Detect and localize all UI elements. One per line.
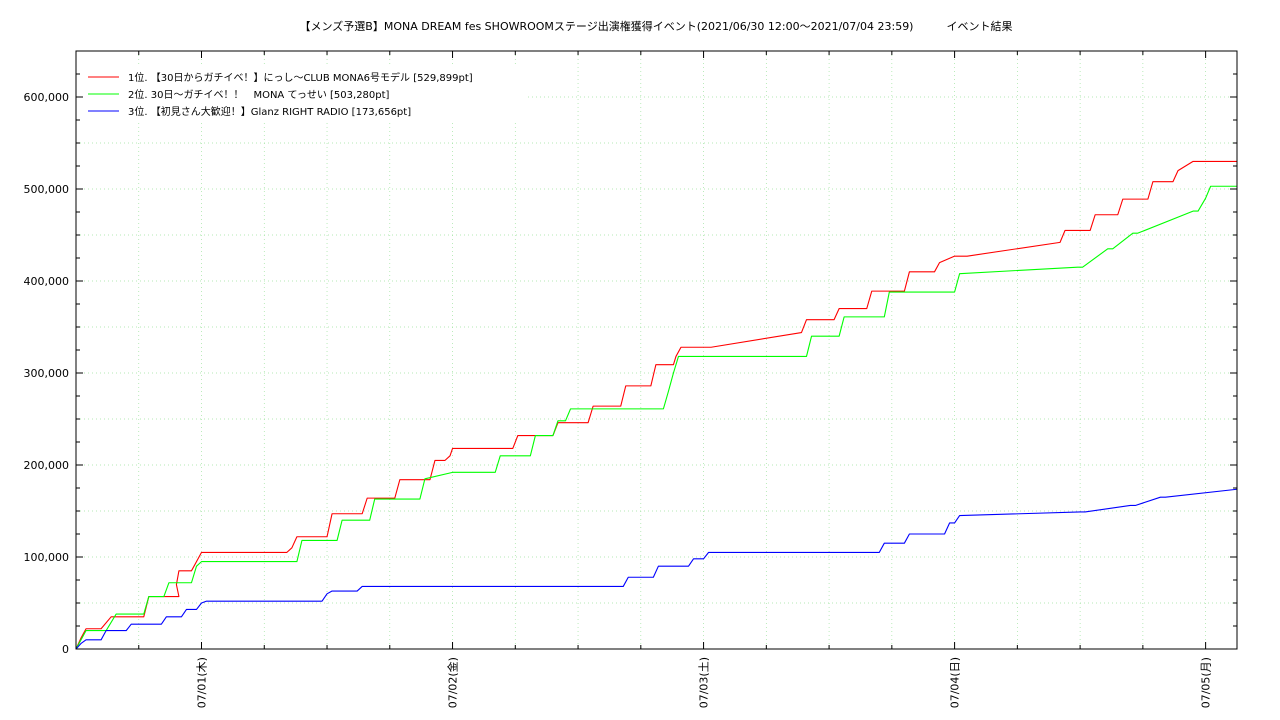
legend-entry-2: 2位. 30日〜ガチイベ！！ MONA てっせい [503,280pt] [128, 88, 390, 101]
series-line-1 [75, 160, 1237, 650]
legend: 1位. 【30日からガチイベ！】にっし〜CLUB MONA6号モデル [529,… [80, 65, 526, 123]
x-tick-label: 07/05(月) [1200, 657, 1213, 708]
y-tick-label: 400,000 [24, 275, 70, 288]
y-tick-label: 100,000 [24, 551, 70, 564]
grid [76, 51, 1237, 649]
legend-entry-1: 1位. 【30日からガチイベ！】にっし〜CLUB MONA6号モデル [529,… [128, 71, 473, 84]
y-tick-label: 0 [62, 643, 69, 656]
x-tick-label: 07/02(金) [446, 657, 460, 708]
chart-title: 【メンズ予選B】MONA DREAM fes SHOWROOMステージ出演権獲得… [300, 19, 1013, 33]
x-tick-label: 07/03(土) [698, 657, 711, 708]
series-line-2 [75, 185, 1237, 650]
axes [75, 50, 1238, 650]
y-tick-label: 500,000 [24, 183, 70, 196]
x-tick-label: 07/04(日) [949, 657, 962, 708]
x-tick-label: 07/01(木) [196, 657, 209, 708]
y-tick-label: 600,000 [24, 91, 70, 104]
y-tick-label: 200,000 [24, 459, 70, 472]
legend-entry-3: 3位. 【初見さん大歓迎！】Glanz RIGHT RADIO [173,656… [128, 105, 411, 118]
legend-background [80, 65, 526, 123]
series-line-3 [75, 488, 1238, 650]
y-axis-ticks: 0 100,000 200,000 300,000 400,000 500,000 600,… [24, 91, 70, 656]
x-axis-ticks: 07/01(木) 07/02(金) 07/03(土) 07/04(日) 07/05(月) [196, 657, 1213, 708]
series-lines [75, 160, 1238, 650]
y-tick-label: 300,000 [24, 367, 70, 380]
